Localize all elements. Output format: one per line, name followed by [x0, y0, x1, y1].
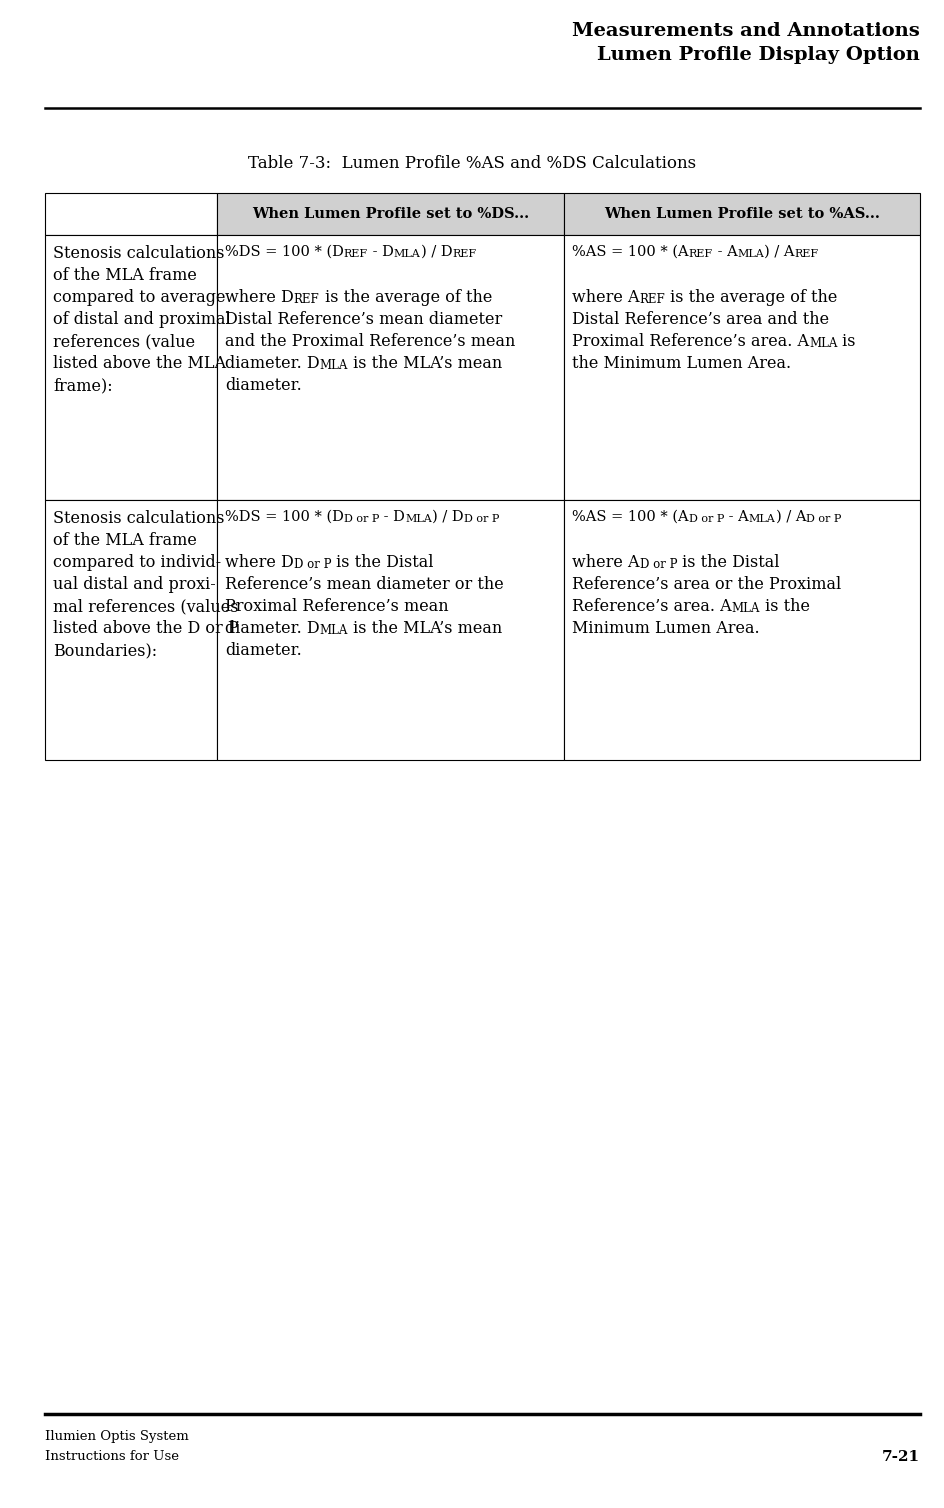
Text: references (value: references (value	[53, 333, 194, 350]
Text: compared to average: compared to average	[53, 290, 226, 306]
Text: is the average of the: is the average of the	[319, 290, 492, 306]
Bar	[45, 235, 217, 501]
Bar	[564, 235, 919, 501]
Text: REF: REF	[639, 293, 665, 306]
Text: diameter. D: diameter. D	[225, 620, 319, 636]
Text: Reference’s area. A: Reference’s area. A	[571, 599, 731, 615]
Text: MLA: MLA	[736, 249, 764, 259]
Bar	[217, 193, 564, 235]
Text: REF: REF	[452, 249, 476, 259]
Bar	[564, 193, 919, 235]
Bar	[564, 501, 919, 760]
Text: REF: REF	[294, 293, 319, 306]
Text: is the MLA’s mean: is the MLA’s mean	[347, 620, 501, 636]
Text: Lumen Profile Display Option: Lumen Profile Display Option	[597, 47, 919, 63]
Text: is the average of the: is the average of the	[665, 290, 836, 306]
Text: and the Proximal Reference’s mean: and the Proximal Reference’s mean	[225, 333, 514, 350]
Text: %DS = 100 * (D: %DS = 100 * (D	[225, 510, 344, 523]
Text: REF: REF	[344, 249, 367, 259]
Text: listed above the MLA: listed above the MLA	[53, 354, 226, 372]
Text: D or P: D or P	[344, 514, 379, 523]
Text: D or P: D or P	[294, 558, 331, 572]
Text: diameter.: diameter.	[225, 377, 301, 394]
Text: D or P: D or P	[688, 514, 723, 523]
Text: is: is	[836, 333, 855, 350]
Text: ) / D: ) / D	[420, 244, 452, 259]
Text: Ilumien Optis System: Ilumien Optis System	[45, 1430, 189, 1443]
Text: REF: REF	[794, 249, 818, 259]
Text: - D: - D	[367, 244, 394, 259]
Text: MLA: MLA	[748, 514, 775, 523]
Text: where A: where A	[571, 553, 639, 572]
Text: %DS = 100 * (D: %DS = 100 * (D	[225, 244, 344, 259]
Text: is the MLA’s mean: is the MLA’s mean	[347, 354, 501, 372]
Text: MLA: MLA	[319, 359, 347, 372]
Text: MLA: MLA	[808, 336, 836, 350]
Text: Measurements and Annotations: Measurements and Annotations	[572, 23, 919, 41]
Text: of the MLA frame: of the MLA frame	[53, 532, 196, 549]
Text: %AS = 100 * (A: %AS = 100 * (A	[571, 510, 688, 523]
Text: - D: - D	[379, 510, 405, 523]
Text: Reference’s area or the Proximal: Reference’s area or the Proximal	[571, 576, 840, 593]
Text: - A: - A	[712, 244, 736, 259]
Text: D or P: D or P	[463, 514, 498, 523]
Text: ) / A: ) / A	[764, 244, 794, 259]
Text: ) / D: ) / D	[431, 510, 463, 523]
Text: frame):: frame):	[53, 377, 112, 394]
Text: where A: where A	[571, 290, 639, 306]
Text: MLA: MLA	[319, 624, 347, 636]
Text: Reference’s mean diameter or the: Reference’s mean diameter or the	[225, 576, 503, 593]
Text: Boundaries):: Boundaries):	[53, 642, 157, 659]
Text: is the Distal: is the Distal	[676, 553, 779, 572]
Text: - A: - A	[723, 510, 748, 523]
Text: Table 7-3:  Lumen Profile %AS and %DS Calculations: Table 7-3: Lumen Profile %AS and %DS Cal…	[248, 155, 696, 172]
Text: MLA: MLA	[731, 602, 759, 615]
Text: ual distal and proxi-: ual distal and proxi-	[53, 576, 215, 593]
Text: ) / A: ) / A	[775, 510, 805, 523]
Text: of distal and proximal: of distal and proximal	[53, 311, 230, 329]
Text: mal references (values: mal references (values	[53, 599, 238, 615]
Text: %AS = 100 * (A: %AS = 100 * (A	[571, 244, 688, 259]
Bar	[45, 193, 217, 235]
Text: diameter.: diameter.	[225, 642, 301, 659]
Bar	[45, 501, 217, 760]
Text: where D: where D	[225, 553, 294, 572]
Text: is the: is the	[759, 599, 809, 615]
Text: where D: where D	[225, 290, 294, 306]
Text: REF: REF	[688, 249, 712, 259]
Text: D or P: D or P	[805, 514, 840, 523]
Text: Distal Reference’s area and the: Distal Reference’s area and the	[571, 311, 828, 329]
Text: Stenosis calculations: Stenosis calculations	[53, 244, 225, 262]
Text: listed above the D or P: listed above the D or P	[53, 620, 239, 636]
Text: Stenosis calculations: Stenosis calculations	[53, 510, 225, 526]
Text: D or P: D or P	[639, 558, 676, 572]
Text: Instructions for Use: Instructions for Use	[45, 1451, 178, 1463]
Text: Distal Reference’s mean diameter: Distal Reference’s mean diameter	[225, 311, 501, 329]
Text: Proximal Reference’s mean: Proximal Reference’s mean	[225, 599, 448, 615]
Text: is the Distal: is the Distal	[331, 553, 433, 572]
Text: 7-21: 7-21	[881, 1451, 919, 1464]
Text: MLA: MLA	[394, 249, 420, 259]
Text: When Lumen Profile set to %AS...: When Lumen Profile set to %AS...	[603, 207, 879, 222]
Text: Minimum Lumen Area.: Minimum Lumen Area.	[571, 620, 759, 636]
Text: diameter. D: diameter. D	[225, 354, 319, 372]
Text: When Lumen Profile set to %DS...: When Lumen Profile set to %DS...	[252, 207, 529, 222]
Bar	[217, 235, 564, 501]
Text: of the MLA frame: of the MLA frame	[53, 267, 196, 284]
Bar	[217, 501, 564, 760]
Text: MLA: MLA	[405, 514, 431, 523]
Text: the Minimum Lumen Area.: the Minimum Lumen Area.	[571, 354, 790, 372]
Text: Proximal Reference’s area. A: Proximal Reference’s area. A	[571, 333, 808, 350]
Text: compared to individ-: compared to individ-	[53, 553, 221, 572]
